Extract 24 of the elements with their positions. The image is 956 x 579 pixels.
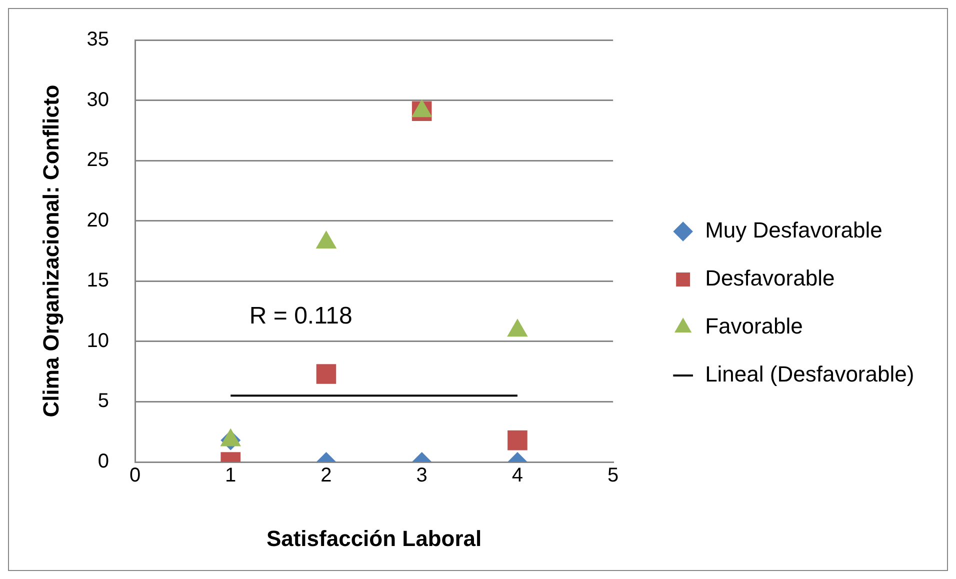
y-tick-label: 25 xyxy=(86,149,109,172)
y-tick-label: 15 xyxy=(86,270,109,292)
y-tick-label: 30 xyxy=(86,88,109,111)
y-tick-label: 0 xyxy=(98,450,109,473)
x-tick-label: 5 xyxy=(608,464,619,487)
x-tick-label: 2 xyxy=(320,464,332,487)
annotation: R = 0.118 xyxy=(249,302,352,330)
x-tick-label: 1 xyxy=(225,464,236,487)
x-tick-label: 4 xyxy=(512,464,524,487)
y-tick-label: 35 xyxy=(86,28,109,51)
point xyxy=(316,230,337,249)
legend-label: Desfavorable xyxy=(705,266,835,291)
x-axis-title: Satisfacción Laboral xyxy=(266,526,482,551)
legend-label: Lineal (Desfavorable) xyxy=(705,362,914,387)
y-tick-label: 20 xyxy=(86,209,109,232)
y-axis-title: Clima Organizacional: Conflicto xyxy=(38,84,64,418)
legend-label: Favorable xyxy=(705,314,803,339)
legend-label: Muy Desfavorable xyxy=(705,218,882,243)
x-tick-label: 3 xyxy=(416,464,428,487)
point xyxy=(220,428,242,446)
point xyxy=(507,318,528,337)
y-tick-label: 5 xyxy=(98,390,109,412)
y-tick-label: 10 xyxy=(86,330,109,352)
x-tick-label: 0 xyxy=(129,464,141,487)
